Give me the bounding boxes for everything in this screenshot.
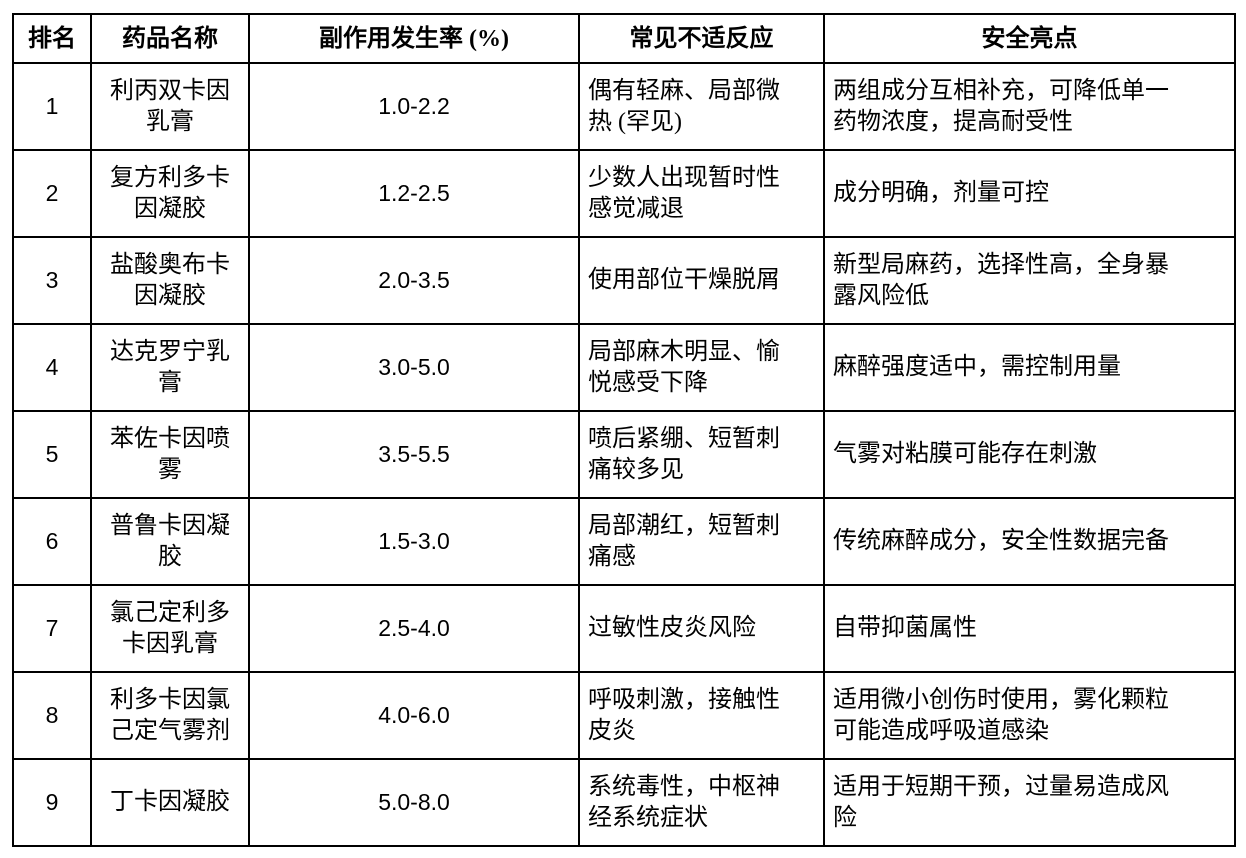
rate-cell: 1.5-3.0 [248,497,580,586]
drug-name-cell: 利多卡因氯己定气雾剂 [90,671,250,760]
rank-cell: 6 [12,497,92,586]
drug-name-cell: 丁卡因凝胶 [90,758,250,847]
rate-cell: 1.2-2.5 [248,149,580,238]
reaction-cell: 系统毒性，中枢神经系统症状 [578,758,825,847]
highlight-cell: 麻醉强度适中，需控制用量 [823,323,1236,412]
rank-cell: 8 [12,671,92,760]
rate-cell: 3.0-5.0 [248,323,580,412]
highlight-cell: 新型局麻药，选择性高，全身暴露风险低 [823,236,1236,325]
highlight-cell: 气雾对粘膜可能存在刺激 [823,410,1236,499]
reaction-cell: 偶有轻麻、局部微热 (罕见) [578,62,825,151]
header-row: 排名 药品名称 副作用发生率 (%) 常见不适反应 安全亮点 [12,13,1236,64]
highlight-cell: 成分明确，剂量可控 [823,149,1236,238]
drug-name-cell: 复方利多卡因凝胶 [90,149,250,238]
highlight-cell: 传统麻醉成分，安全性数据完备 [823,497,1236,586]
table-row: 5 苯佐卡因喷雾 3.5-5.5 喷后紧绷、短暂刺痛较多见 气雾对粘膜可能存在刺… [12,410,1236,499]
rank-cell: 5 [12,410,92,499]
rank-cell: 7 [12,584,92,673]
rank-cell: 1 [12,62,92,151]
drug-name-cell: 普鲁卡因凝胶 [90,497,250,586]
drug-name-cell: 盐酸奥布卡因凝胶 [90,236,250,325]
rate-cell: 3.5-5.5 [248,410,580,499]
reaction-cell: 局部麻木明显、愉悦感受下降 [578,323,825,412]
table-row: 8 利多卡因氯己定气雾剂 4.0-6.0 呼吸刺激，接触性皮炎 适用微小创伤时使… [12,671,1236,760]
drug-name-cell: 达克罗宁乳膏 [90,323,250,412]
rate-cell: 4.0-6.0 [248,671,580,760]
reaction-cell: 过敏性皮炎风险 [578,584,825,673]
highlight-cell: 适用微小创伤时使用，雾化颗粒可能造成呼吸道感染 [823,671,1236,760]
header-rank: 排名 [12,13,92,64]
table-row: 6 普鲁卡因凝胶 1.5-3.0 局部潮红，短暂刺痛感 传统麻醉成分，安全性数据… [12,497,1236,586]
rank-cell: 3 [12,236,92,325]
drug-name-cell: 苯佐卡因喷雾 [90,410,250,499]
rate-cell: 2.0-3.5 [248,236,580,325]
table-row: 7 氯己定利多卡因乳膏 2.5-4.0 过敏性皮炎风险 自带抑菌属性 [12,584,1236,673]
highlight-cell: 两组成分互相补充，可降低单一药物浓度，提高耐受性 [823,62,1236,151]
table-row: 4 达克罗宁乳膏 3.0-5.0 局部麻木明显、愉悦感受下降 麻醉强度适中，需控… [12,323,1236,412]
reaction-cell: 使用部位干燥脱屑 [578,236,825,325]
rank-cell: 9 [12,758,92,847]
header-safety-highlights: 安全亮点 [823,13,1236,64]
highlight-cell: 适用于短期干预，过量易造成风险 [823,758,1236,847]
table-row: 3 盐酸奥布卡因凝胶 2.0-3.5 使用部位干燥脱屑 新型局麻药，选择性高，全… [12,236,1236,325]
rate-cell: 5.0-8.0 [248,758,580,847]
reaction-cell: 局部潮红，短暂刺痛感 [578,497,825,586]
header-drug-name: 药品名称 [90,13,250,64]
reaction-cell: 少数人出现暂时性感觉减退 [578,149,825,238]
highlight-cell: 自带抑菌属性 [823,584,1236,673]
rate-cell: 1.0-2.2 [248,62,580,151]
table-row: 1 利丙双卡因乳膏 1.0-2.2 偶有轻麻、局部微热 (罕见) 两组成分互相补… [12,62,1236,151]
table-row: 9 丁卡因凝胶 5.0-8.0 系统毒性，中枢神经系统症状 适用于短期干预，过量… [12,758,1236,847]
table-row: 2 复方利多卡因凝胶 1.2-2.5 少数人出现暂时性感觉减退 成分明确，剂量可… [12,149,1236,238]
drug-name-cell: 氯己定利多卡因乳膏 [90,584,250,673]
header-side-effect-rate: 副作用发生率 (%) [248,13,580,64]
rate-cell: 2.5-4.0 [248,584,580,673]
reaction-cell: 喷后紧绷、短暂刺痛较多见 [578,410,825,499]
drug-name-cell: 利丙双卡因乳膏 [90,62,250,151]
drug-safety-table: 排名 药品名称 副作用发生率 (%) 常见不适反应 安全亮点 1 利丙双卡因乳膏… [12,13,1236,847]
reaction-cell: 呼吸刺激，接触性皮炎 [578,671,825,760]
header-common-reactions: 常见不适反应 [578,13,825,64]
rank-cell: 4 [12,323,92,412]
rank-cell: 2 [12,149,92,238]
